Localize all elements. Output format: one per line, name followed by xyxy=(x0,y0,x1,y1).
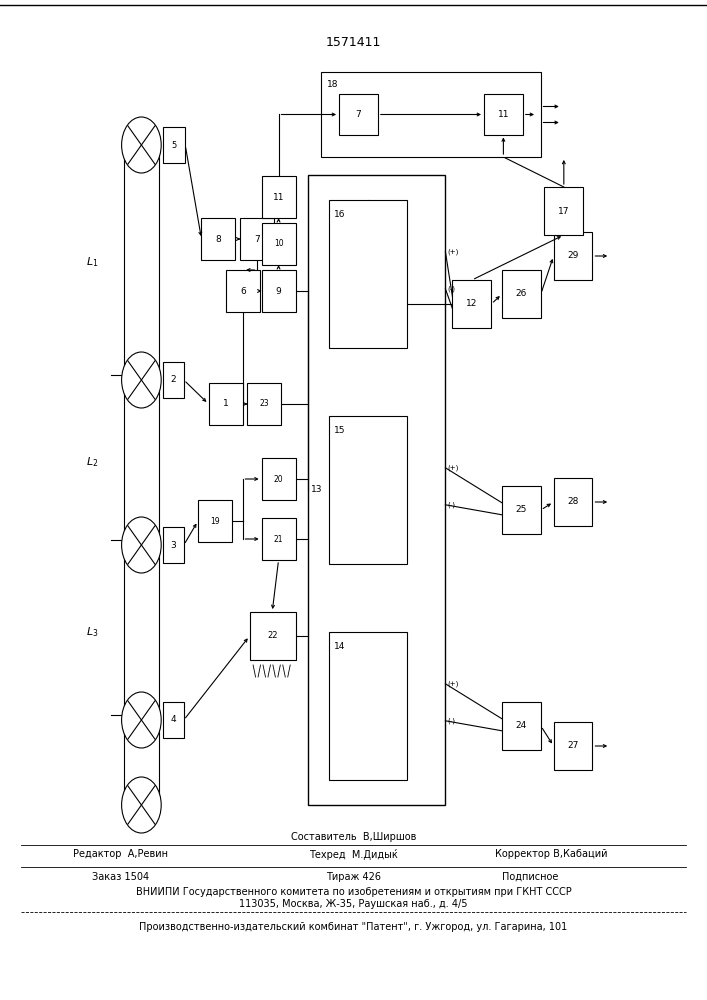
Bar xyxy=(544,187,583,235)
Text: 25: 25 xyxy=(515,506,527,514)
Text: ВНИИПИ Государственного комитета по изобретениям и открытиям при ГКНТ СССР: ВНИИПИ Государственного комитета по изоб… xyxy=(136,887,571,897)
Bar xyxy=(262,458,296,500)
Text: (-): (-) xyxy=(448,502,455,508)
Bar xyxy=(250,612,296,660)
Bar xyxy=(554,232,592,280)
Bar xyxy=(329,200,407,348)
Bar xyxy=(163,362,184,398)
Bar xyxy=(262,518,296,560)
Text: 5: 5 xyxy=(171,140,177,149)
Text: Техред  М.Дидыќ: Техред М.Дидыќ xyxy=(309,848,398,860)
Text: Редактор  А,Ревин: Редактор А,Ревин xyxy=(73,849,168,859)
Text: 14: 14 xyxy=(334,642,346,651)
Text: Подписное: Подписное xyxy=(502,872,559,882)
Bar xyxy=(262,176,296,218)
Bar xyxy=(201,218,235,260)
Text: Составитель  В,Ширшов: Составитель В,Ширшов xyxy=(291,832,416,842)
Text: 15: 15 xyxy=(334,426,346,435)
Text: 26: 26 xyxy=(515,290,527,298)
Bar xyxy=(339,95,378,134)
Text: $L_1$: $L_1$ xyxy=(86,256,98,269)
Bar xyxy=(329,416,407,564)
Bar xyxy=(502,270,541,318)
Text: 24: 24 xyxy=(516,722,527,730)
Text: 16: 16 xyxy=(334,210,346,219)
Text: 7: 7 xyxy=(255,234,260,243)
Text: 4: 4 xyxy=(170,716,176,724)
Text: 27: 27 xyxy=(567,742,579,750)
Text: 28: 28 xyxy=(567,497,579,506)
Circle shape xyxy=(122,117,161,173)
Bar xyxy=(262,223,296,265)
Bar xyxy=(198,500,232,542)
Text: (+): (+) xyxy=(448,681,459,687)
Bar xyxy=(329,632,407,780)
Text: 13: 13 xyxy=(311,486,322,494)
Bar xyxy=(554,478,592,526)
Bar xyxy=(163,527,184,563)
Bar xyxy=(484,95,522,134)
Text: 2: 2 xyxy=(170,375,176,384)
Bar xyxy=(247,383,281,425)
Text: (+): (+) xyxy=(448,249,459,255)
Bar xyxy=(452,280,491,328)
Bar xyxy=(502,702,541,750)
Circle shape xyxy=(122,692,161,748)
Circle shape xyxy=(122,777,161,833)
Text: 22: 22 xyxy=(267,632,278,640)
Text: 18: 18 xyxy=(327,80,339,89)
Text: 11: 11 xyxy=(273,192,284,202)
Text: (+): (+) xyxy=(448,465,459,471)
Text: Заказ 1504: Заказ 1504 xyxy=(92,872,148,882)
Text: 10: 10 xyxy=(274,239,284,248)
Text: 113035, Москва, Ж-35, Раушская наб., д. 4/5: 113035, Москва, Ж-35, Раушская наб., д. … xyxy=(239,899,468,909)
Text: 23: 23 xyxy=(259,399,269,408)
Text: 6: 6 xyxy=(240,286,246,296)
Bar xyxy=(163,127,185,163)
Text: 19: 19 xyxy=(210,516,220,525)
Text: (-): (-) xyxy=(448,718,455,724)
Text: 12: 12 xyxy=(466,300,478,308)
Text: Тираж 426: Тираж 426 xyxy=(326,872,381,882)
Bar xyxy=(163,702,184,738)
Text: 1571411: 1571411 xyxy=(326,36,381,49)
Text: Производственно-издательский комбинат "Патент", г. Ужгород, ул. Гагарина, 101: Производственно-издательский комбинат "П… xyxy=(139,922,568,932)
Text: 29: 29 xyxy=(567,251,579,260)
Circle shape xyxy=(122,517,161,573)
Bar xyxy=(502,486,541,534)
Text: 3: 3 xyxy=(170,540,176,550)
Bar xyxy=(308,175,445,805)
Text: 1: 1 xyxy=(223,399,228,408)
Text: 21: 21 xyxy=(274,534,284,544)
Text: 9: 9 xyxy=(276,286,281,296)
Bar xyxy=(321,72,540,157)
Text: Корректор В,Кабаций: Корректор В,Кабаций xyxy=(495,849,608,859)
Bar xyxy=(554,722,592,770)
Text: 17: 17 xyxy=(558,207,570,216)
Bar xyxy=(262,270,296,312)
Text: $L_2$: $L_2$ xyxy=(86,456,98,469)
Bar xyxy=(240,218,274,260)
Bar xyxy=(226,270,260,312)
Text: 20: 20 xyxy=(274,475,284,484)
Circle shape xyxy=(122,352,161,408)
Text: 11: 11 xyxy=(498,110,509,119)
Text: 8: 8 xyxy=(216,234,221,243)
Text: $L_3$: $L_3$ xyxy=(86,626,98,639)
Text: (-): (-) xyxy=(448,286,455,292)
Text: 7: 7 xyxy=(356,110,361,119)
Bar xyxy=(209,383,243,425)
